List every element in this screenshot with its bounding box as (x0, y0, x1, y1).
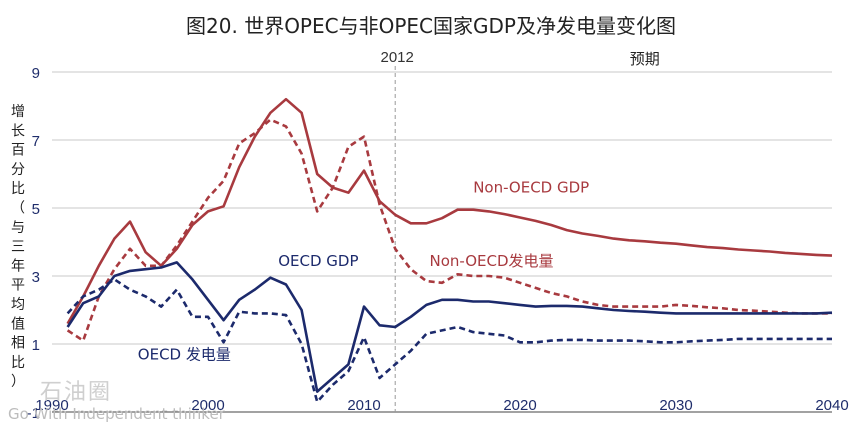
y-axis-label-char: 长 (11, 123, 25, 139)
y-axis-label-char: 分 (11, 162, 25, 178)
label-layer: 2012 预期 Non-OECD GDP Non-OECD发电量 OECD GDP OEC… (138, 49, 660, 363)
series-line-1 (66, 118, 832, 342)
y-axis-label-char: 比 (11, 181, 25, 197)
series-label-2: OECD GDP (278, 252, 358, 270)
y-axis-label-char: 比 (11, 355, 25, 371)
series-line-2 (66, 261, 833, 393)
series-label-0: Non-OECD GDP (473, 179, 589, 197)
y-axis-label-char: 与 (11, 220, 25, 236)
chart-title: 图20. 世界OPEC与非OPEC国家GDP及净发电量变化图 (186, 14, 676, 38)
watermark-brand: 石油圈 (40, 380, 113, 405)
y-axis-label-char: ） (11, 374, 25, 390)
y-tick-label: 1 (32, 337, 40, 354)
y-axis-label-char: 平 (11, 278, 25, 294)
series-label-1: Non-OECD发电量 (430, 252, 554, 270)
x-tick-label: 2030 (659, 397, 692, 414)
y-axis-label-char: （ (11, 201, 25, 217)
y-axis-label-char: 年 (11, 258, 25, 274)
y-tick-label: 9 (32, 65, 40, 82)
series-line-3 (66, 278, 832, 404)
watermark-slogan: Go With Independent thinker (8, 405, 225, 423)
y-tick-label: -1 (27, 405, 40, 422)
series-layer (66, 97, 833, 404)
series-label-3: OECD 发电量 (138, 345, 231, 363)
x-tick-label: 2040 (815, 397, 848, 414)
x-tick-label: 2000 (191, 397, 224, 414)
y-axis-label-char: 百 (11, 143, 25, 159)
x-tick-label: 2010 (347, 397, 380, 414)
y-tick-label: 5 (32, 201, 40, 218)
y-axis-label-char: 值 (11, 316, 25, 332)
x-tick-label: 2020 (503, 397, 536, 414)
annotation-projection: 预期 (630, 50, 660, 68)
y-tick-label: 7 (32, 133, 40, 150)
y-tick-label: 3 (32, 269, 40, 286)
y-axis-label-char: 相 (11, 336, 25, 352)
annotation-year: 2012 (381, 49, 414, 66)
y-axis-label-char: 三 (11, 239, 25, 255)
series-line-0 (66, 97, 833, 325)
y-axis-label-char: 均 (11, 297, 25, 313)
x-tick-label: 1990 (35, 397, 68, 414)
y-axis-label-char: 增 (11, 104, 25, 120)
